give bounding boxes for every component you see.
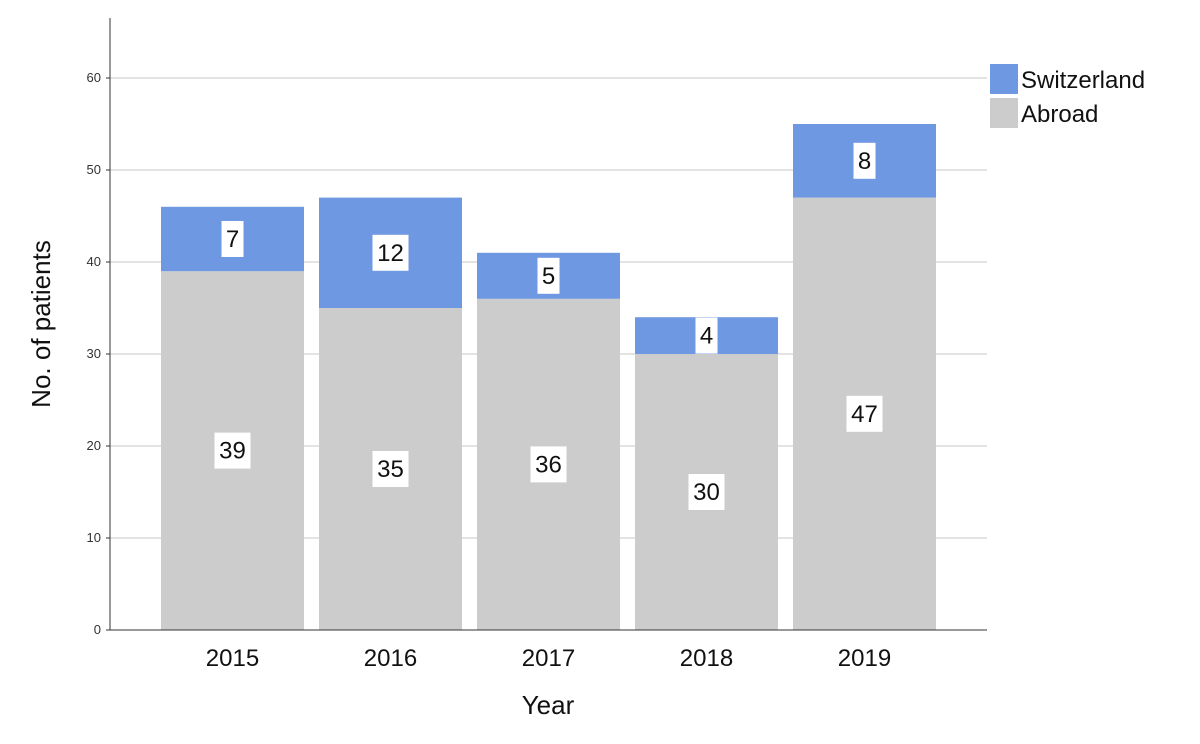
data-label: 7 bbox=[226, 226, 239, 253]
legend-swatch-abroad bbox=[990, 98, 1018, 128]
data-label: 35 bbox=[377, 456, 404, 483]
data-label: 39 bbox=[219, 438, 246, 465]
data-labels: 39 7 35 12 36 5 30 4 47 8 bbox=[214, 142, 883, 510]
y-tick-label: 40 bbox=[87, 254, 101, 269]
x-axis-title: Year bbox=[522, 690, 575, 720]
data-label-box bbox=[214, 432, 251, 469]
data-label-box bbox=[372, 234, 409, 271]
data-label-box bbox=[537, 257, 560, 294]
data-label-box bbox=[695, 317, 718, 354]
legend: Switzerland Abroad bbox=[990, 64, 1145, 128]
data-label: 36 bbox=[535, 451, 562, 478]
y-tick-label: 10 bbox=[87, 530, 101, 545]
y-tick-label: 30 bbox=[87, 346, 101, 361]
y-tick-label: 50 bbox=[87, 162, 101, 177]
x-tick-label: 2018 bbox=[680, 645, 733, 672]
data-label-box bbox=[530, 446, 567, 483]
legend-label-abroad: Abroad bbox=[1021, 101, 1098, 128]
data-label-box bbox=[853, 142, 876, 179]
data-label-box bbox=[221, 221, 244, 257]
y-axis-title: No. of patients bbox=[26, 240, 56, 408]
data-label: 5 bbox=[542, 263, 555, 290]
data-label: 4 bbox=[700, 323, 713, 350]
y-tick-label: 20 bbox=[87, 438, 101, 453]
y-ticks: 0 10 20 30 40 50 60 bbox=[87, 70, 110, 637]
y-tick-label: 0 bbox=[94, 622, 101, 637]
data-label-box bbox=[846, 395, 883, 432]
data-label: 8 bbox=[858, 148, 871, 175]
x-tick-label: 2017 bbox=[522, 645, 575, 672]
x-tick-labels: 2015 2016 2017 2018 2019 bbox=[206, 645, 891, 672]
x-tick-label: 2015 bbox=[206, 645, 259, 672]
y-tick-label: 60 bbox=[87, 70, 101, 85]
data-label: 30 bbox=[693, 479, 720, 506]
x-tick-label: 2019 bbox=[838, 645, 891, 672]
data-label: 12 bbox=[377, 240, 404, 267]
x-tick-label: 2016 bbox=[364, 645, 417, 672]
bars bbox=[161, 124, 936, 630]
data-label-box bbox=[688, 474, 725, 510]
axes bbox=[109, 18, 987, 631]
legend-swatch-switzerland bbox=[990, 64, 1018, 94]
legend-label-switzerland: Switzerland bbox=[1021, 67, 1145, 94]
data-label-box bbox=[372, 451, 409, 487]
data-label: 47 bbox=[851, 401, 878, 428]
